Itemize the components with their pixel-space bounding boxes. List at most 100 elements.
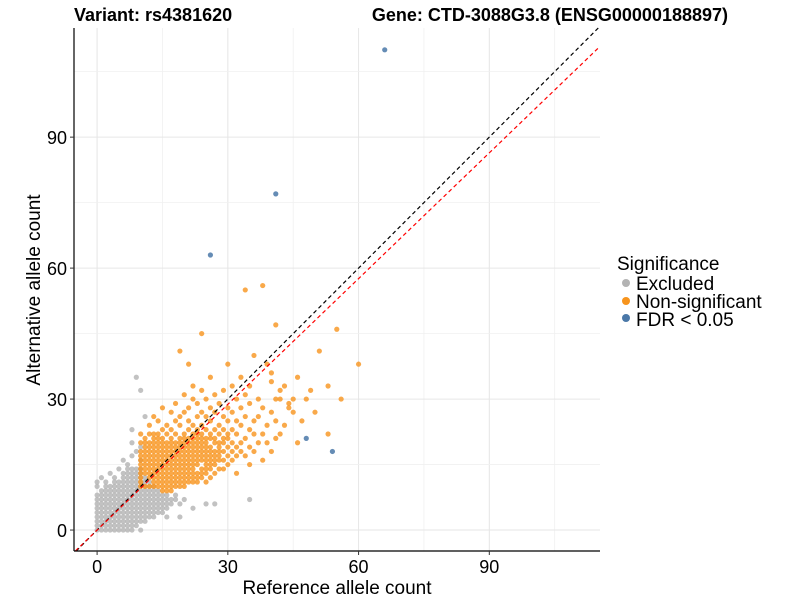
data-point: [142, 435, 148, 441]
data-point: [186, 475, 192, 481]
data-point: [251, 418, 257, 424]
data-point: [125, 466, 131, 472]
data-point: [120, 523, 126, 529]
data-point: [125, 483, 131, 489]
data-point: [220, 435, 227, 441]
data-point: [233, 431, 240, 437]
data-point: [247, 496, 253, 503]
data-point: [120, 475, 126, 481]
data-point: [129, 466, 135, 472]
data-point: [207, 448, 214, 455]
data-point: [181, 470, 187, 476]
data-point: [338, 396, 344, 402]
data-point: [225, 431, 231, 437]
data-point: [155, 431, 161, 437]
data-point: [133, 479, 139, 485]
data-point: [120, 483, 126, 489]
data-point: [186, 418, 192, 424]
legend-label: Non-significant: [636, 292, 762, 313]
data-point: [199, 475, 205, 481]
data-point: [116, 509, 122, 516]
data-point: [264, 422, 270, 428]
data-point: [94, 514, 100, 520]
data-point: [220, 448, 227, 455]
data-point: [146, 453, 152, 459]
data-point: [103, 492, 109, 498]
data-point: [151, 466, 157, 472]
data-point: [233, 444, 240, 450]
data-point: [94, 518, 100, 524]
data-point: [125, 488, 131, 494]
data-point: [168, 479, 174, 485]
data-point: [164, 466, 170, 472]
data-point: [120, 479, 126, 485]
data-point: [264, 440, 270, 446]
data-point: [199, 444, 205, 450]
data-point: [133, 496, 139, 503]
data-point: [103, 505, 109, 511]
data-point: [181, 409, 187, 415]
data-point: [133, 509, 139, 516]
data-point: [138, 457, 144, 463]
data-point: [229, 383, 235, 389]
data-point: [220, 457, 227, 463]
data-point: [155, 492, 161, 498]
data-point: [207, 475, 214, 481]
data-point: [186, 361, 192, 367]
data-point: [133, 470, 139, 476]
data-point: [155, 461, 161, 468]
data-point: [212, 461, 218, 468]
data-point: [312, 409, 318, 415]
data-point: [181, 496, 187, 503]
data-point: [168, 461, 174, 468]
data-point: [164, 470, 170, 476]
data-point: [212, 440, 218, 446]
data-point: [146, 444, 152, 450]
data-point: [177, 470, 183, 476]
data-point: [107, 470, 113, 476]
data-point: [186, 466, 192, 472]
data-point: [212, 435, 218, 441]
data-point: [203, 453, 209, 459]
data-point: [242, 392, 248, 398]
data-point: [277, 387, 283, 393]
data-point: [129, 505, 135, 511]
data-point: [220, 413, 227, 420]
data-point: [116, 466, 122, 472]
data-point: [273, 418, 279, 424]
data-point: [194, 457, 200, 463]
data-point: [151, 509, 157, 516]
data-point: [159, 492, 166, 498]
data-point: [151, 505, 157, 511]
data-point: [164, 440, 170, 446]
data-point: [111, 488, 118, 494]
data-point: [190, 457, 196, 463]
data-point: [168, 448, 174, 455]
data-point: [168, 496, 174, 503]
data-point: [142, 461, 148, 468]
data-point: [125, 505, 131, 511]
data-point: [177, 348, 183, 354]
data-point: [233, 396, 240, 402]
data-point: [146, 448, 152, 455]
data-point: [151, 461, 157, 468]
data-point: [142, 457, 148, 463]
data-point: [125, 518, 131, 524]
data-point: [190, 475, 196, 481]
data-point: [142, 505, 148, 511]
data-point: [199, 440, 205, 446]
data-point: [203, 440, 209, 446]
data-point: [125, 479, 131, 485]
data-point: [207, 374, 214, 380]
data-point: [138, 501, 144, 507]
data-point: [172, 496, 179, 503]
data-point: [207, 405, 214, 411]
data-point: [142, 518, 148, 524]
y-tick-label: 30: [47, 390, 67, 410]
data-point: [98, 492, 105, 498]
data-point: [164, 514, 170, 520]
data-point: [155, 488, 161, 494]
legend-swatch: [622, 297, 630, 305]
data-point: [207, 461, 214, 468]
data-point: [107, 483, 113, 489]
